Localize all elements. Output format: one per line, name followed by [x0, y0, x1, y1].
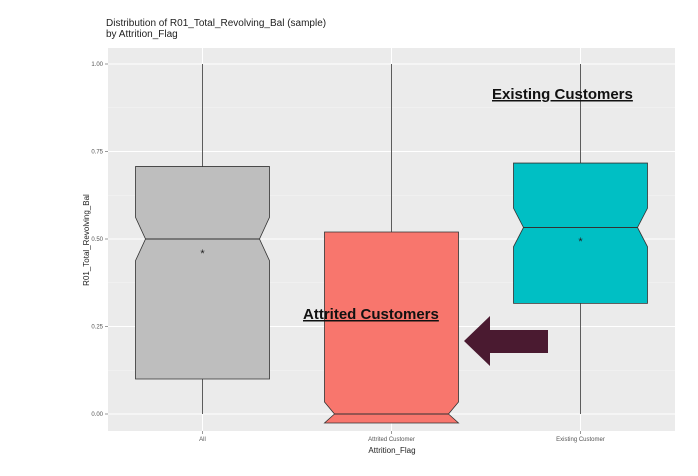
chart-subtitle: by Attrition_Flag: [106, 29, 178, 40]
x-axis-ticks: All Attrited Customer Existing Customer: [199, 431, 605, 443]
attrited-customers-annotation: Attrited Customers: [303, 306, 439, 323]
box-body: [323, 231, 460, 424]
y-axis-ticks: 0.00 0.25 0.50 0.75 1.00: [91, 62, 108, 418]
box-all: *: [135, 64, 270, 414]
chart-title: Distribution of R01_Total_Revolving_Bal …: [106, 18, 326, 29]
box-body: [135, 166, 270, 380]
existing-customers-annotation: Existing Customers: [492, 86, 633, 103]
y-tick-label: 1.00: [91, 62, 103, 68]
x-tick-label: Attrited Customer: [368, 437, 415, 443]
boxes: **: [135, 64, 648, 424]
y-tick-label: 0.75: [91, 150, 103, 156]
mean-marker: *: [200, 248, 205, 260]
y-tick-label: 0.50: [91, 237, 103, 243]
box-attrited-customer: [323, 64, 460, 424]
x-tick-label: Existing Customer: [556, 437, 605, 443]
x-tick-label: All: [199, 437, 206, 443]
x-axis-title: Attrition_Flag: [368, 446, 415, 455]
mean-marker: *: [578, 236, 583, 248]
box-existing-customer: *: [513, 64, 648, 414]
y-tick-label: 0.25: [91, 325, 103, 331]
box-body: [513, 162, 648, 304]
left-arrow-icon: [464, 316, 548, 366]
y-axis-title: R01_Total_Revolving_Bal: [82, 194, 91, 286]
y-tick-label: 0.00: [91, 412, 103, 418]
